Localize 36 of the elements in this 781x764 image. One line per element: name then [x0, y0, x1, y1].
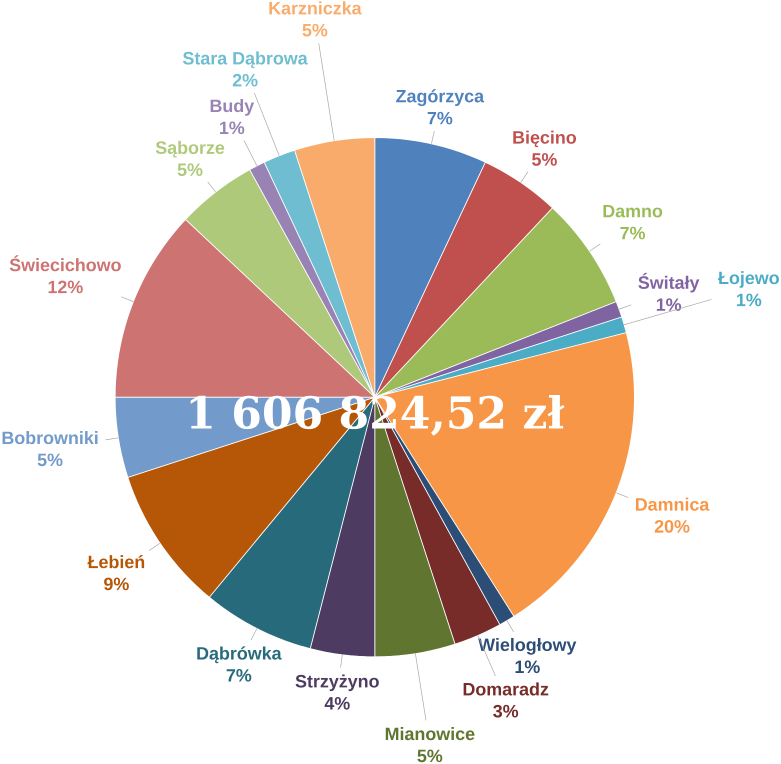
data-label: 12% [48, 280, 83, 294]
slice-label: Stara Dąbrowa [182, 52, 308, 68]
data-label: 1% [656, 298, 682, 312]
slice-label: Łojewo [718, 271, 779, 288]
slice-label: Zagórzyca [396, 89, 484, 106]
data-label: 2% [232, 74, 258, 87]
data-label: 1% [220, 122, 244, 134]
data-label: 5% [532, 153, 557, 166]
slice-label: Mianowice [386, 727, 474, 740]
slice-label: Świecichowo [10, 255, 121, 272]
data-label: 7% [226, 669, 252, 682]
slice-label: Budy [210, 99, 254, 116]
data-label: 7% [428, 112, 452, 125]
slice-label: Domaradz [464, 682, 548, 696]
data-label: 3% [493, 705, 518, 718]
data-label: 4% [324, 697, 350, 710]
data-label: 9% [104, 578, 129, 590]
data-label: 7% [620, 227, 646, 240]
data-label: 5% [302, 24, 328, 37]
slice-label: Bięcino [513, 130, 576, 148]
data-label: 5% [178, 164, 202, 176]
slice-label: Damno [603, 205, 662, 218]
slice-label: Damnica [636, 498, 710, 511]
slice-label: Świtały [638, 273, 700, 293]
slice-label: Bobrowniki [2, 431, 98, 444]
data-label: 5% [417, 750, 442, 762]
slice-label: Dąbrówka [197, 646, 282, 664]
slice-label: Sąborze [156, 141, 224, 158]
data-label: 20% [654, 520, 690, 533]
slice-label: Wielogłowy [478, 638, 576, 655]
data-label: 5% [38, 454, 63, 466]
slice-label: Łebień [88, 555, 144, 568]
data-label: 1% [516, 660, 540, 674]
data-label: 1% [737, 294, 762, 306]
slice-label: Karzniczka [269, 2, 362, 15]
slice-label: Strzyżyno [296, 674, 379, 692]
